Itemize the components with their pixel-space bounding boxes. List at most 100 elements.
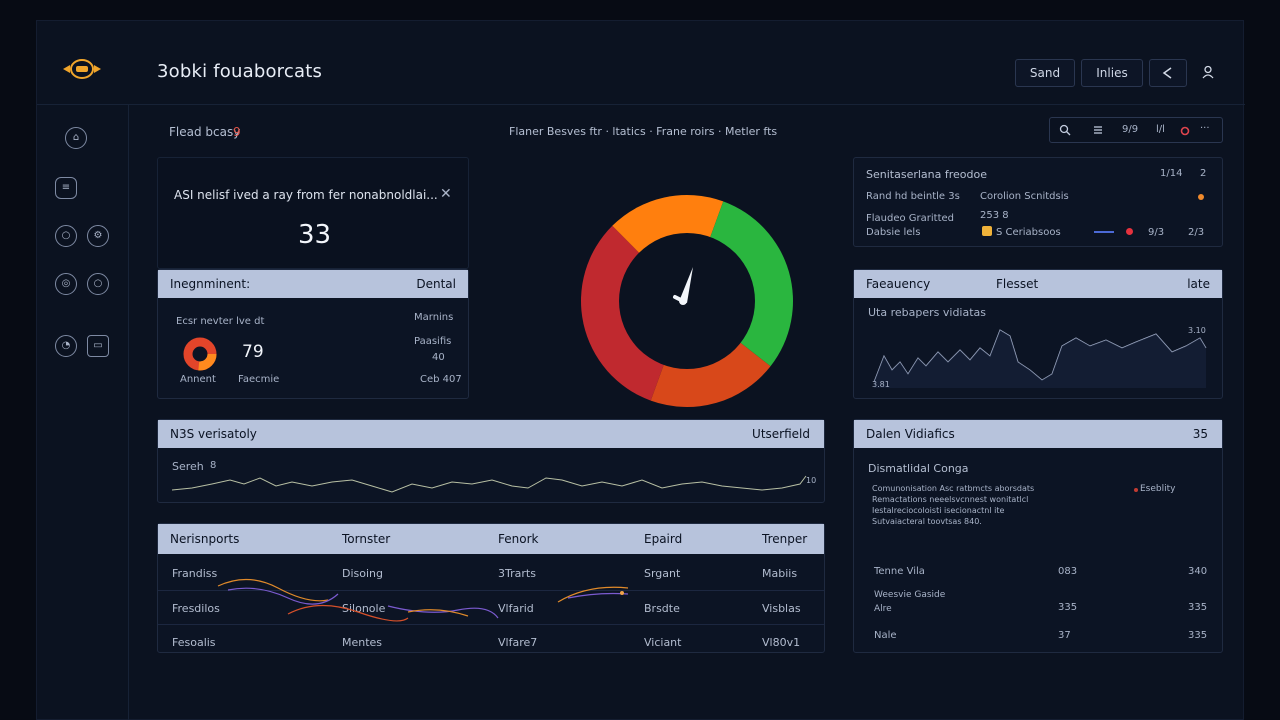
incident-card-header: Inegnminent: Dental [158, 270, 468, 298]
frequency-head-right: late [1187, 277, 1210, 291]
table-cell: Disoing [342, 567, 383, 580]
incident-right-3: 40 [432, 352, 445, 363]
frequency-line-chart [873, 329, 1207, 388]
table-header: Nerisnports Tornster Fenork Epaird Trenp… [158, 524, 824, 554]
status-row3-left: Dabsie lels [866, 227, 921, 238]
alert-title: ASI nelisf ived a ray from fer nonabnold… [174, 188, 438, 202]
table-cell: Mentes [342, 636, 383, 649]
dalen-sub: Dismatlidal Conga [868, 462, 969, 475]
dalen-text-3: Iestalreciocoloisti isecionactnl ite [872, 506, 1005, 515]
incident-donut [183, 337, 217, 371]
sidebar-info-icon[interactable]: ○ [87, 273, 109, 295]
table-header-4: Epaird [644, 532, 683, 546]
incident-value-label: Faecmie [238, 374, 280, 385]
table-header-5: Trenper [762, 532, 808, 546]
status-row3-right: 9/3 [1148, 227, 1165, 238]
incident-head-left: Inegnminent: [170, 277, 251, 291]
frequency-card-header: Faeauency Flesset late [854, 270, 1222, 298]
incident-value: 79 [242, 342, 264, 362]
incident-right-4: Ceb 407 [420, 374, 462, 385]
app-frame: 3obki fouaborcats Sand Inlies ⌂ ≡ ○ ⚙ ◎ … [36, 20, 1245, 720]
status-row3-mid: S Ceriabsoos [996, 227, 1061, 238]
close-icon[interactable]: ✕ [440, 186, 452, 202]
status-row1-left: Rand hd beintle 3s [866, 191, 960, 202]
dalen-text-2: Remactations neeelsvcnnest wonitatlcl [872, 495, 1029, 504]
toolbar-value-a: 9/9 [1122, 124, 1139, 135]
sidebar-target-icon[interactable]: ◎ [55, 273, 77, 295]
dalen-row-4-a: Nale [874, 630, 897, 641]
alert-card: ASI nelisf ived a ray from fer nonabnold… [157, 157, 469, 269]
inlies-button[interactable]: Inlies [1081, 59, 1143, 87]
table-cell: Frandiss [172, 567, 218, 580]
sidebar-messages-icon[interactable]: ≡ [55, 177, 77, 199]
status-card: Senitaserlana freodoe 1/14 2 Rand hd bei… [853, 157, 1223, 247]
more-icon[interactable]: ··· [1200, 123, 1210, 134]
dalen-side-dot [1134, 488, 1138, 492]
user-button[interactable] [1193, 59, 1223, 87]
incident-head-right: Dental [416, 277, 456, 291]
dalen-row-3-c: 335 [1188, 602, 1208, 613]
status-right2: 2 [1200, 168, 1207, 179]
dalen-head-right: 35 [1192, 427, 1208, 441]
table-cell: Vlfarid [498, 602, 534, 615]
center-tabs[interactable]: Flaner Besves ftr · ltatics · Frane roir… [509, 125, 778, 138]
dalen-row-1-c: 340 [1188, 566, 1208, 577]
sand-button[interactable]: Sand [1015, 59, 1075, 87]
incident-right-2: Paasifis [414, 336, 452, 347]
nss-line-chart [172, 475, 807, 493]
table-header-2: Tornster [342, 532, 391, 546]
table-cell: Vl80v1 [762, 636, 801, 649]
nss-sub: Sereh [172, 460, 204, 473]
dalen-row-4-c: 335 [1188, 630, 1208, 641]
search-icon[interactable] [1059, 124, 1071, 136]
table-cell: Srgant [644, 567, 681, 580]
sidebar-folder-icon[interactable]: ▭ [87, 335, 109, 357]
sidebar-chart-icon[interactable]: ◔ [55, 335, 77, 357]
status-dot-red [1126, 228, 1133, 235]
table-row[interactable]: Fesoalis Mentes Vlfare7 Viciant Vl80v1 [158, 624, 824, 658]
dalen-text-4: Sutvaiacteral toovtsas 840. [872, 517, 982, 526]
sidebar-settings-icon[interactable]: ⚙ [87, 225, 109, 247]
nss-card-header: N3S verisatoly Utserfield [158, 420, 824, 448]
sidebar-home-icon[interactable]: ⌂ [65, 127, 87, 149]
dalen-row-4-b: 37 [1058, 630, 1071, 641]
nss-head-right: Utserfield [752, 427, 810, 441]
status-row2-mid: 253 8 [980, 210, 1009, 221]
table-row[interactable]: Fresdilos Silonole Vlfarid Brsdte Visbla… [158, 590, 824, 624]
incident-right-1: Marnins [414, 312, 454, 323]
frequency-sub: Uta rebapers vidiatas [868, 306, 987, 319]
status-title: Senitaserlana freodoe [866, 168, 987, 181]
donut-label: Annent [180, 374, 216, 385]
dalen-head-left: Dalen Vidiafics [866, 427, 955, 441]
share-icon [1162, 67, 1172, 79]
dalen-row-1-b: 083 [1058, 566, 1078, 577]
section-label: Flead bcasy [169, 125, 241, 139]
dalen-row-3-b: 335 [1058, 602, 1078, 613]
frequency-card: Faeauency Flesset late Uta rebapers vidi… [853, 269, 1223, 399]
table-header-3: Fenork [498, 532, 539, 546]
status-row3-right2: 2/3 [1188, 227, 1205, 238]
table-cell: Fesoalis [172, 636, 216, 649]
table-cell: Vlfare7 [498, 636, 538, 649]
toolbar-value-b: l/l [1156, 124, 1165, 135]
share-button[interactable] [1149, 59, 1187, 87]
table-cell: 3Trarts [498, 567, 536, 580]
incident-sub: Ecsr nevter lve dt [176, 316, 265, 327]
user-icon [1202, 65, 1214, 79]
gauge-chart [577, 191, 797, 415]
sidebar-lock-icon[interactable]: ○ [55, 225, 77, 247]
dalen-text-1: Comunonisation Asc ratbmcts aborsdats [872, 484, 1035, 493]
list-icon[interactable] [1092, 124, 1104, 136]
frequency-head-left: Faeauency [866, 277, 931, 291]
frequency-tick-b: 3.10 [1188, 326, 1206, 335]
top-bar: 3obki fouaborcats Sand Inlies [37, 21, 1245, 105]
frequency-tick-a: 3.81 [872, 380, 890, 389]
record-icon[interactable] [1180, 126, 1190, 136]
app-title: 3obki fouaborcats [157, 61, 323, 82]
nss-tick: 10 [806, 476, 817, 485]
sidebar: ⌂ ≡ ○ ⚙ ◎ ○ ◔ ▭ [37, 105, 129, 720]
table-row[interactable]: Frandiss Disoing 3Trarts Srgant Mabiis [158, 556, 824, 590]
dalen-card-header: Dalen Vidiafics 35 [854, 420, 1222, 448]
table-cell: Fresdilos [172, 602, 220, 615]
data-table: Nerisnports Tornster Fenork Epaird Trenp… [157, 523, 825, 653]
